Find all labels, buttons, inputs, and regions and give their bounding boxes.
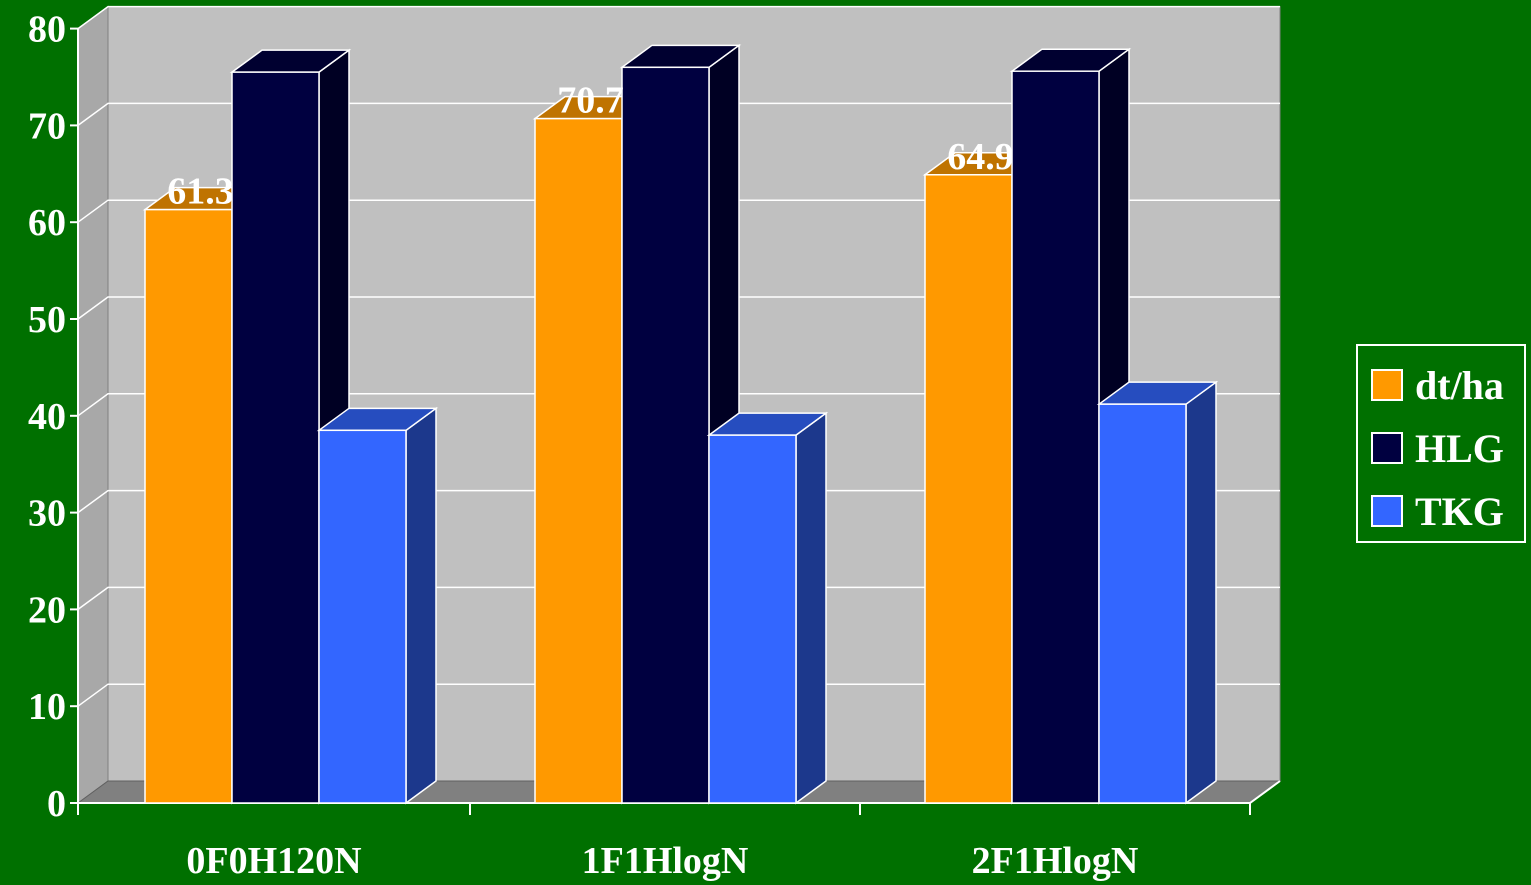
bar-front	[708, 434, 797, 804]
gridline	[77, 199, 1280, 223]
y-tick-label: 80	[28, 9, 66, 51]
legend-swatch	[1371, 432, 1403, 464]
legend-swatch	[1371, 495, 1403, 527]
legend-box	[1356, 344, 1526, 543]
legend: dt/ha HLG TKG	[1356, 344, 1526, 543]
labels: 0F0H120N 1F1HlogN 2F1HlogN 61.3 70.7 64.9	[167, 80, 1138, 882]
gridline	[77, 102, 1280, 127]
axes: 0 10 20 30 40 50 60 70 80	[28, 9, 1281, 825]
x-category-label: 2F1HlogN	[972, 840, 1139, 882]
bar-side	[405, 406, 437, 805]
gridline	[77, 296, 1280, 320]
legend-label: dt/ha	[1415, 363, 1504, 408]
gridline	[77, 683, 1280, 707]
bar-side	[795, 411, 827, 805]
bar	[229, 48, 352, 805]
gridline	[77, 5, 1280, 30]
bars	[142, 43, 1219, 805]
y-tick-label: 40	[28, 396, 66, 438]
gridline	[77, 489, 1280, 514]
x-category-label: 1F1HlogN	[582, 840, 749, 882]
bar-front	[621, 66, 710, 804]
bar-front	[1011, 70, 1100, 804]
bar-front	[318, 429, 407, 804]
data-label: 61.3	[167, 171, 234, 213]
gridline	[77, 393, 1280, 417]
legend-label: TKG	[1415, 489, 1504, 534]
y-tick-label: 60	[28, 202, 66, 244]
y-tick-label: 30	[28, 493, 66, 535]
bar-front	[144, 208, 233, 804]
bar-front	[231, 71, 320, 804]
y-tick-label: 70	[28, 105, 66, 147]
bar-front	[924, 174, 1013, 804]
data-label: 70.7	[557, 80, 624, 122]
bar	[1096, 380, 1219, 805]
bar	[706, 411, 829, 805]
gridline	[77, 586, 1280, 611]
bar-front	[534, 117, 623, 804]
gridlines	[77, 5, 1280, 707]
y-tick-label: 0	[47, 783, 66, 825]
y-tick-label: 10	[28, 686, 66, 728]
data-label: 64.9	[947, 136, 1014, 178]
legend-label: HLG	[1415, 426, 1504, 471]
y-tick-label: 20	[28, 589, 66, 631]
y-tick-label: 50	[28, 299, 66, 341]
bar-front	[1098, 403, 1187, 804]
legend-swatch	[1371, 369, 1403, 401]
bar-side	[1185, 380, 1217, 805]
bar	[316, 406, 439, 805]
x-category-label: 0F0H120N	[186, 840, 361, 882]
